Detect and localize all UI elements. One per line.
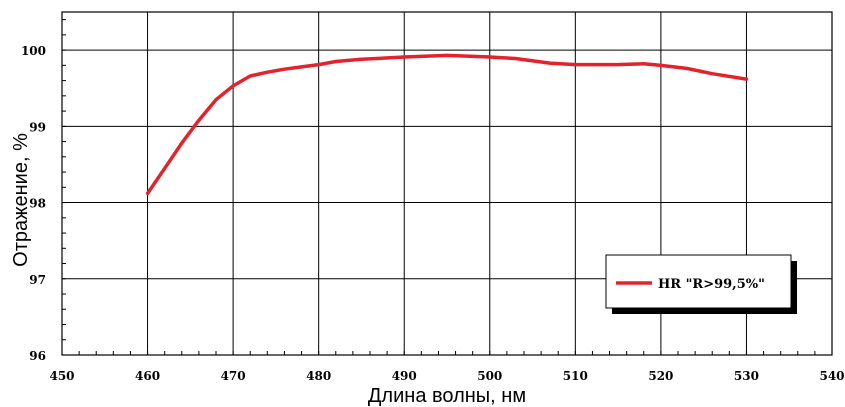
x-tick-label: 520 — [648, 369, 673, 383]
x-tick-label: 530 — [734, 369, 759, 383]
legend: HR "R>99,5%" — [605, 254, 797, 314]
x-tick-label: 480 — [306, 369, 331, 383]
y-axis-title: Отражение, % — [10, 133, 32, 267]
y-tick-label: 99 — [29, 120, 46, 134]
y-tick-label: 98 — [29, 197, 46, 211]
legend-label: HR "R>99,5%" — [658, 277, 765, 292]
y-tick-label: 100 — [21, 44, 46, 58]
y-tick-label: 96 — [29, 349, 46, 363]
x-tick-label: 470 — [221, 369, 246, 383]
x-tick-label: 460 — [135, 369, 160, 383]
plot-frame — [61, 11, 833, 356]
x-tick-label: 490 — [392, 369, 417, 383]
minor-ticks — [61, 19, 833, 356]
x-tick-label: 450 — [49, 369, 74, 383]
x-tick-label: 500 — [477, 369, 502, 383]
series-line-0 — [145, 53, 749, 196]
x-tick-label: 510 — [563, 369, 588, 383]
x-tick-labels: 450 460 470 480 490 500 510 520 530 540 — [49, 369, 844, 383]
x-axis-title: Длина волны, нм — [368, 385, 526, 407]
x-tick-label: 540 — [819, 369, 844, 383]
series-layer — [145, 53, 749, 196]
y-tick-label: 97 — [29, 273, 46, 287]
y-tick-labels: 96 97 98 99 100 — [21, 44, 46, 363]
